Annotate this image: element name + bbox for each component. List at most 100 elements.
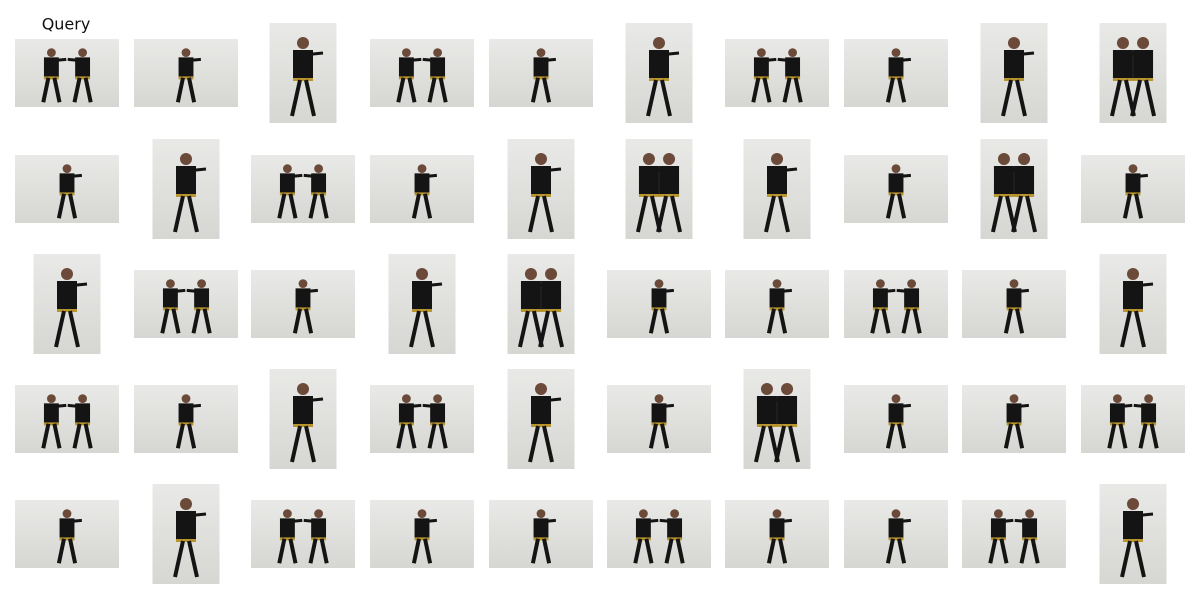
figure-torso	[430, 57, 446, 78]
figure-leg	[1107, 423, 1117, 449]
figure-belt	[414, 192, 430, 196]
result-image	[962, 385, 1066, 453]
figure-leg	[411, 193, 421, 219]
figure-leg	[54, 310, 66, 348]
figure-torso	[531, 396, 551, 426]
figure-arm	[659, 518, 675, 524]
figure-torso	[651, 288, 667, 309]
figure-belt	[1004, 78, 1024, 81]
figure-torso	[194, 288, 210, 309]
figure-leg	[885, 77, 895, 103]
figure-torso	[178, 57, 194, 78]
figure-head	[1113, 394, 1122, 403]
figure-leg	[528, 195, 540, 233]
result-image	[370, 385, 474, 453]
figure-head	[642, 153, 655, 165]
result-image	[625, 139, 693, 239]
figure-leg	[202, 308, 212, 334]
figure-leg	[999, 538, 1009, 564]
figure-leg	[319, 193, 329, 219]
figure-leg	[1015, 308, 1025, 334]
figure-leg	[277, 193, 287, 219]
figure-arm	[421, 518, 438, 524]
figure-leg	[290, 79, 302, 117]
figure-leg	[778, 195, 790, 233]
figure-leg	[191, 308, 201, 334]
figure-torso	[176, 166, 196, 196]
figure-belt	[888, 76, 904, 80]
figure-arm	[766, 397, 788, 403]
figure-belt	[649, 78, 669, 81]
figure-arm	[658, 288, 675, 294]
figure-leg	[660, 423, 670, 449]
figure-leg	[187, 540, 199, 578]
figure-arm	[540, 57, 557, 63]
figure-belt	[635, 537, 651, 541]
figure-torso	[872, 288, 888, 309]
figure-belt	[888, 192, 904, 196]
figure-leg	[187, 195, 199, 233]
figure-head	[772, 509, 782, 518]
figure-leg	[423, 538, 433, 564]
figure-belt	[1006, 422, 1022, 426]
photo-background	[844, 270, 948, 338]
figure-leg	[290, 425, 302, 463]
figure-belt	[398, 76, 414, 80]
figure-belt	[1141, 422, 1157, 426]
figure-arm	[51, 57, 67, 63]
figure-head	[760, 383, 773, 395]
figure-leg	[409, 310, 421, 348]
figure-belt	[59, 537, 75, 541]
result-image	[370, 39, 474, 107]
figure-leg	[885, 423, 895, 449]
figure-leg	[173, 540, 185, 578]
figure-belt	[753, 76, 769, 80]
figure-arm	[302, 51, 324, 57]
figure-head	[180, 498, 192, 510]
figure-head	[402, 394, 411, 403]
figure-leg	[538, 310, 551, 348]
photo-background	[607, 500, 711, 568]
figure-head	[670, 509, 679, 518]
figure-belt	[904, 307, 920, 311]
figure-leg	[1130, 79, 1143, 117]
figure-leg	[753, 425, 766, 463]
result-image	[844, 39, 948, 107]
figure-leg	[1003, 423, 1013, 449]
figure-belt	[541, 309, 562, 312]
figure-leg	[778, 538, 788, 564]
figure-leg	[1138, 423, 1148, 449]
figure-belt	[659, 194, 680, 197]
figure-belt	[520, 309, 541, 312]
figure-head	[788, 48, 797, 57]
figure-torso	[659, 166, 680, 196]
figure-torso	[993, 166, 1014, 196]
figure-torso	[520, 281, 541, 311]
figure-arm	[540, 397, 562, 403]
figure-arm	[1122, 51, 1144, 57]
figure-belt	[769, 537, 785, 541]
figure-leg	[762, 77, 772, 103]
result-image	[844, 500, 948, 568]
result-image	[844, 385, 948, 453]
figure-head	[62, 164, 72, 174]
figure-torso	[176, 511, 196, 541]
result-image	[962, 500, 1066, 568]
photo-background	[134, 270, 238, 338]
figure-leg	[1019, 538, 1029, 564]
figure-arm	[287, 173, 303, 179]
figure-belt	[872, 307, 888, 311]
figure-head	[535, 383, 547, 395]
figure-head	[181, 394, 191, 403]
figure-leg	[766, 308, 776, 334]
figure-torso	[279, 173, 295, 194]
figure-torso	[785, 57, 801, 78]
figure-belt	[1014, 194, 1035, 197]
figure-head	[757, 48, 766, 57]
figure-arm	[406, 57, 422, 63]
figure-leg	[633, 538, 643, 564]
figure-arm	[422, 403, 438, 409]
figure-belt	[531, 424, 551, 427]
figure-head	[771, 153, 783, 165]
